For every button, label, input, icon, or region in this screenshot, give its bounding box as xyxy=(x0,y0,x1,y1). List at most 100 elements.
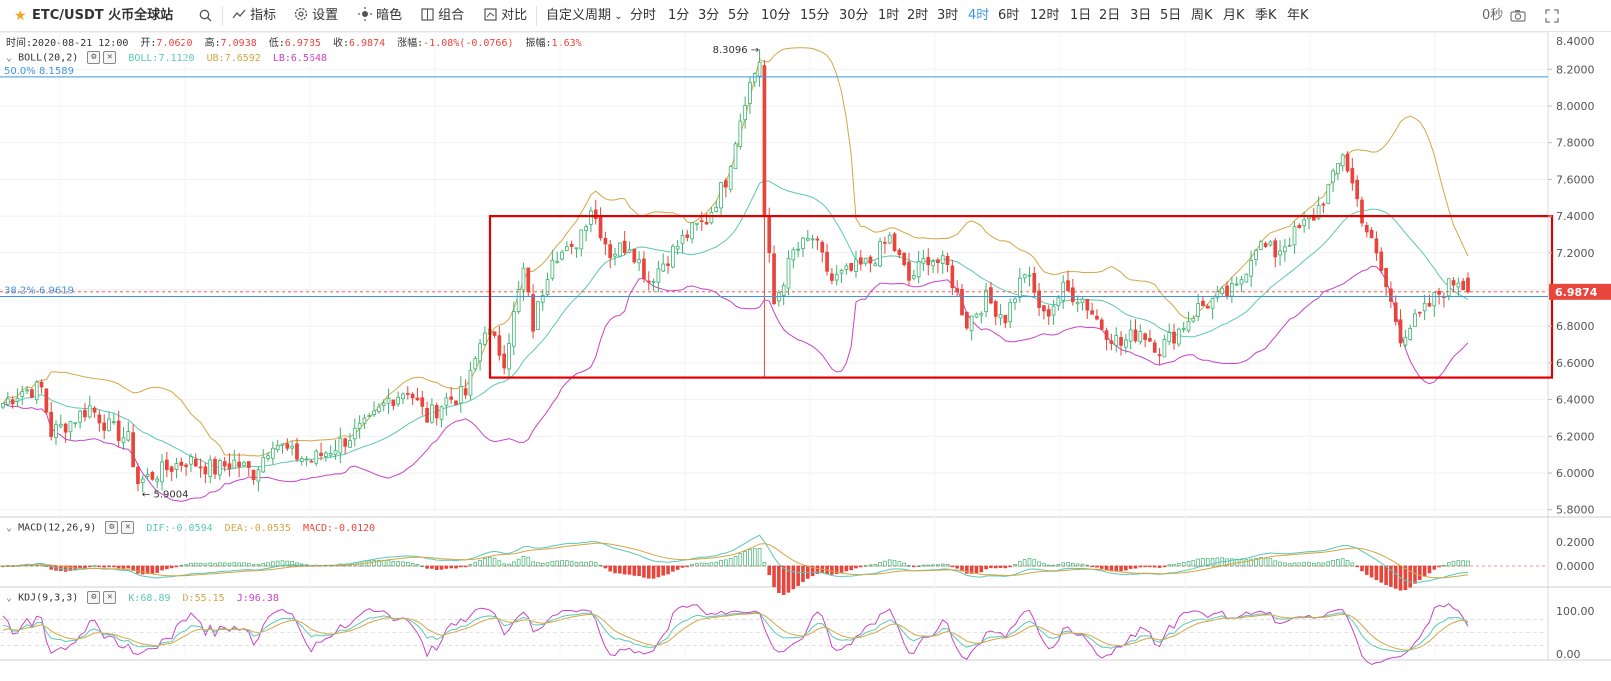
candle-239 xyxy=(1152,339,1157,353)
candle-260 xyxy=(1254,248,1258,266)
period-2[interactable]: 3分 xyxy=(698,8,720,23)
period-13[interactable]: 1日 xyxy=(1070,8,1092,23)
macd-bar-87 xyxy=(420,565,425,568)
macd-bar-46 xyxy=(222,562,227,567)
macd-bar-88 xyxy=(425,565,429,569)
kdj-close-icon[interactable]: ✕ xyxy=(103,591,117,604)
boll-close-icon[interactable]: ✕ xyxy=(103,51,117,64)
price-tick-1: 6.0000 xyxy=(1556,467,1595,480)
macd-bar-97 xyxy=(468,564,473,567)
macd-bar-296 xyxy=(1427,565,1432,574)
compare-button[interactable]: 对比 xyxy=(484,0,527,32)
candle-50 xyxy=(242,460,246,467)
macd-bar-104 xyxy=(502,563,506,567)
candle-116 xyxy=(560,249,564,261)
macd-bar-103 xyxy=(497,560,502,567)
period-18[interactable]: 月K xyxy=(1223,8,1245,23)
candle-258 xyxy=(1244,273,1249,283)
theme-button[interactable]: 暗色 xyxy=(358,0,402,32)
candle-body xyxy=(1051,305,1056,316)
candle-body xyxy=(39,381,44,388)
macd-bar-173 xyxy=(834,565,839,575)
candle-14 xyxy=(68,420,73,441)
macd-bar-126 xyxy=(608,565,612,572)
candle-body xyxy=(63,423,68,433)
period-14[interactable]: 2日 xyxy=(1099,8,1121,23)
collapse-chevron-icon[interactable]: ⌄ xyxy=(6,592,13,604)
macd-bar-158 xyxy=(762,562,767,567)
candle-75 xyxy=(362,414,367,429)
boll-settings-icon[interactable]: ⚙ xyxy=(87,51,101,64)
macd-bar-266 xyxy=(1283,562,1287,567)
macd-close-icon[interactable]: ✕ xyxy=(121,521,135,534)
candle-200 xyxy=(964,311,969,331)
period-11[interactable]: 6时 xyxy=(998,8,1020,23)
period-1[interactable]: 1分 xyxy=(668,8,690,23)
period-9[interactable]: 3时 xyxy=(937,8,959,23)
camera-icon[interactable] xyxy=(1510,0,1526,32)
amplitude-value: 1.63% xyxy=(551,38,582,49)
candle-body xyxy=(1027,274,1032,277)
macd-settings-icon[interactable]: ⚙ xyxy=(105,521,119,534)
candle-body xyxy=(516,289,521,312)
period-20[interactable]: 年K xyxy=(1287,8,1309,23)
period-7[interactable]: 1时 xyxy=(878,8,900,23)
candle-body xyxy=(140,478,145,484)
candle-body xyxy=(169,466,174,472)
symbol-name[interactable]: ETC/USDT 火币全球站 xyxy=(32,8,174,23)
candle-235 xyxy=(1133,319,1138,343)
settings-button[interactable]: 设置 xyxy=(294,0,338,32)
candle-body xyxy=(116,420,121,441)
candle-139 xyxy=(671,243,675,269)
candle-146 xyxy=(704,213,709,225)
candle-body xyxy=(463,388,468,396)
custom-period-dropdown[interactable]: 自定义周期 ⌄ xyxy=(546,0,623,32)
period-3[interactable]: 5分 xyxy=(728,8,750,23)
candle-body xyxy=(931,261,935,267)
macd-bar-272 xyxy=(1311,562,1316,567)
candle-5 xyxy=(25,385,29,395)
period-12[interactable]: 12时 xyxy=(1030,8,1060,23)
collapse-chevron-icon[interactable]: ⌄ xyxy=(6,522,13,534)
candle-body xyxy=(348,440,352,448)
candle-body xyxy=(613,253,617,257)
candle-body xyxy=(208,459,213,477)
period-17[interactable]: 周K xyxy=(1191,8,1213,23)
candle-body xyxy=(352,427,357,440)
period-16[interactable]: 5日 xyxy=(1160,8,1182,23)
collapse-chevron-icon[interactable]: ⌄ xyxy=(6,52,13,64)
candle-220 xyxy=(1061,275,1066,309)
macd-bar-37 xyxy=(179,564,184,567)
combo-button[interactable]: 组合 xyxy=(421,0,464,32)
macd-bar-166 xyxy=(801,565,805,582)
candle-97 xyxy=(468,361,473,401)
macd-bar-269 xyxy=(1297,562,1302,567)
candle-body xyxy=(473,358,478,370)
macd-bar-140 xyxy=(675,565,680,570)
candle-183 xyxy=(883,236,887,254)
period-6[interactable]: 30分 xyxy=(839,8,869,23)
macd-bar-207 xyxy=(998,565,1003,568)
kdj-settings-icon[interactable]: ⚙ xyxy=(87,591,101,604)
period-10[interactable]: 4时 xyxy=(968,8,990,23)
period-8[interactable]: 2时 xyxy=(907,8,929,23)
macd-bar-177 xyxy=(854,565,858,569)
candle-body xyxy=(772,253,776,305)
macd-bar-157 xyxy=(757,548,762,567)
period-19[interactable]: 季K xyxy=(1255,8,1277,23)
candle-41 xyxy=(198,458,203,478)
period-4[interactable]: 10分 xyxy=(761,8,791,23)
candle-175 xyxy=(844,263,849,275)
candle-102 xyxy=(492,331,497,339)
candle-283 xyxy=(1364,222,1369,238)
period-5[interactable]: 15分 xyxy=(800,8,830,23)
search-icon[interactable] xyxy=(199,0,212,32)
candle-body xyxy=(492,331,497,336)
fullscreen-icon[interactable] xyxy=(1545,0,1559,32)
favorite-star-icon[interactable]: ★ xyxy=(14,8,27,24)
period-15[interactable]: 3日 xyxy=(1130,8,1152,23)
indicators-button[interactable]: 指标 xyxy=(232,0,276,32)
period-0[interactable]: 分时 xyxy=(630,8,657,23)
candle-123 xyxy=(593,199,598,225)
